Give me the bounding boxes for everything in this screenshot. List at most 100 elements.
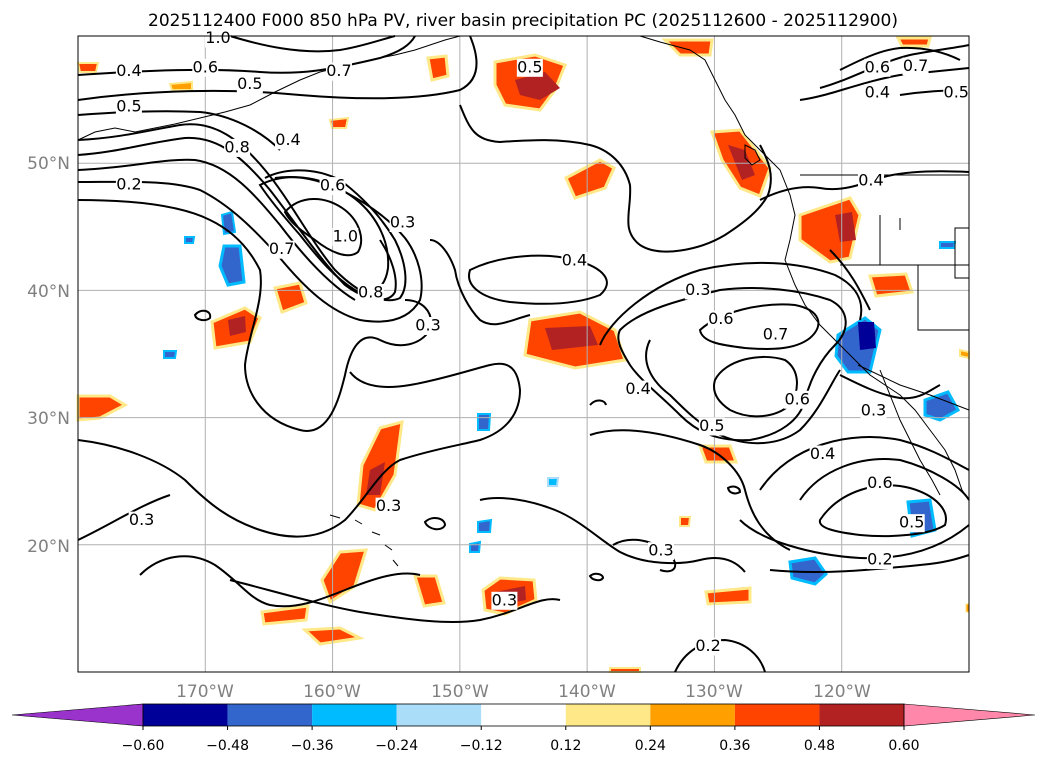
pv-contour xyxy=(739,519,970,560)
coastline xyxy=(77,35,461,141)
pv-contour xyxy=(77,123,407,302)
colorbar-tick-label: 0.48 xyxy=(804,738,835,754)
precip-blob xyxy=(661,38,714,57)
contour-label: 0.4 xyxy=(865,83,890,102)
contour-label: 0.4 xyxy=(625,379,650,398)
colorbar-cell xyxy=(396,704,482,726)
contour-label: 0.8 xyxy=(224,137,249,156)
contour-label: 0.6 xyxy=(708,309,733,328)
precip-blob-negative xyxy=(218,244,246,287)
colorbar-ticks: −0.60 −0.48 −0.36 −0.24 −0.12 0.12 0.24 0.36 0.4… xyxy=(122,726,920,754)
contour-label: 0.3 xyxy=(390,212,415,231)
contour-label-bg xyxy=(698,417,725,436)
contour-label-bg xyxy=(561,252,588,271)
pv-contour xyxy=(769,554,970,574)
colorbar-tick-label: −0.48 xyxy=(206,738,249,754)
colorbar: −0.60 −0.48 −0.36 −0.24 −0.12 0.12 0.24 0.36 0.4… xyxy=(11,703,1036,754)
precip-blob xyxy=(412,574,446,608)
lat-label-40: 40°N xyxy=(27,282,70,302)
contour-label: 0.2 xyxy=(116,174,141,193)
precip-blob xyxy=(679,516,692,527)
contour-label: 0.5 xyxy=(517,57,542,76)
precip-blob xyxy=(545,326,598,350)
coastline xyxy=(879,369,941,496)
pv-contour xyxy=(77,175,423,323)
contour-label: 0.4 xyxy=(810,444,835,463)
precip-blob-negative xyxy=(477,413,492,431)
pv-contour xyxy=(77,199,432,432)
pv-contour xyxy=(839,46,961,71)
contour-label-bg xyxy=(332,227,359,246)
contour-label-bg xyxy=(325,62,352,81)
contour-label: 0.4 xyxy=(275,130,300,149)
precip-blob xyxy=(728,145,755,180)
contour-label: 0.6 xyxy=(320,176,345,195)
colorbar-tick-label: 0.36 xyxy=(719,738,750,754)
contour-label-bg xyxy=(864,58,891,77)
contour-label: 0.5 xyxy=(899,513,924,532)
colorbar-tick-label: −0.12 xyxy=(460,738,503,754)
lon-label-140w: 140°W xyxy=(558,682,616,702)
precip-blob-negative xyxy=(184,236,196,244)
precip-blob xyxy=(609,667,641,673)
pv-contour xyxy=(193,309,212,322)
contour-label-bg xyxy=(389,213,416,232)
pv-contour xyxy=(229,35,396,53)
contour-label-bg xyxy=(357,283,384,302)
contour-label-bg xyxy=(268,240,295,259)
contour-label-bg xyxy=(275,131,302,150)
colorbar-cell xyxy=(227,704,313,726)
precip-blob xyxy=(895,36,932,48)
precip-blob xyxy=(515,72,560,100)
contour-label-bg xyxy=(319,177,346,196)
pv-contour xyxy=(77,35,478,101)
colorbar-cell xyxy=(650,704,735,726)
contour-label-bg xyxy=(784,390,811,409)
precip-blob-negative xyxy=(163,350,178,359)
precip-blob xyxy=(704,586,752,606)
colorbar-cell xyxy=(734,704,820,726)
contour-label: 0.3 xyxy=(861,401,886,420)
hawaii xyxy=(329,514,399,567)
lat-label-50: 50°N xyxy=(27,154,70,174)
contour-label-bg xyxy=(115,98,142,117)
colorbar-tick-label: −0.60 xyxy=(122,738,165,754)
pv-contour xyxy=(423,517,447,531)
contour-label: 0.2 xyxy=(867,550,892,569)
precip-blob-negative xyxy=(547,477,560,487)
contour-label-bg xyxy=(866,551,893,570)
contour-label: 0.3 xyxy=(129,510,154,529)
contour-label-bg xyxy=(762,325,789,344)
pv-contour xyxy=(77,110,281,151)
colorbar-frame xyxy=(142,703,905,727)
contour-label: 0.3 xyxy=(685,280,710,299)
contour-label-bg xyxy=(898,514,925,533)
pv-contour xyxy=(799,67,970,101)
contour-label-bg xyxy=(115,62,142,81)
precip-blob xyxy=(366,462,385,495)
contour-label-bg xyxy=(415,317,442,336)
lon-labels: 170°W 160°W 150°W 140°W 130°W 120°W xyxy=(176,682,871,702)
precip-blob xyxy=(328,116,350,129)
precip-blob xyxy=(426,54,450,82)
coastline xyxy=(744,144,761,166)
pv-contour xyxy=(588,572,605,582)
contour-label-bg xyxy=(809,445,836,464)
colorbar-cells xyxy=(11,703,1036,727)
contour-label-bg xyxy=(192,58,219,77)
pv-contour xyxy=(77,494,171,541)
precip-blob-negative xyxy=(858,322,876,350)
contour-label: 0.3 xyxy=(492,590,517,609)
contour-label-bg xyxy=(625,380,652,399)
lon-label-120w: 120°W xyxy=(813,682,871,702)
contour-label: 0.6 xyxy=(784,389,809,408)
precip-blob-negative xyxy=(788,556,828,586)
pv-contour xyxy=(459,104,772,253)
colorbar-cell xyxy=(312,704,397,726)
colorbar-tick-label: −0.36 xyxy=(291,738,334,754)
pv-contour xyxy=(799,458,970,501)
contour-label-bg xyxy=(128,511,155,530)
contour-label: 0.6 xyxy=(867,473,892,492)
pv-contour xyxy=(829,249,871,311)
pv-contour xyxy=(589,399,607,406)
